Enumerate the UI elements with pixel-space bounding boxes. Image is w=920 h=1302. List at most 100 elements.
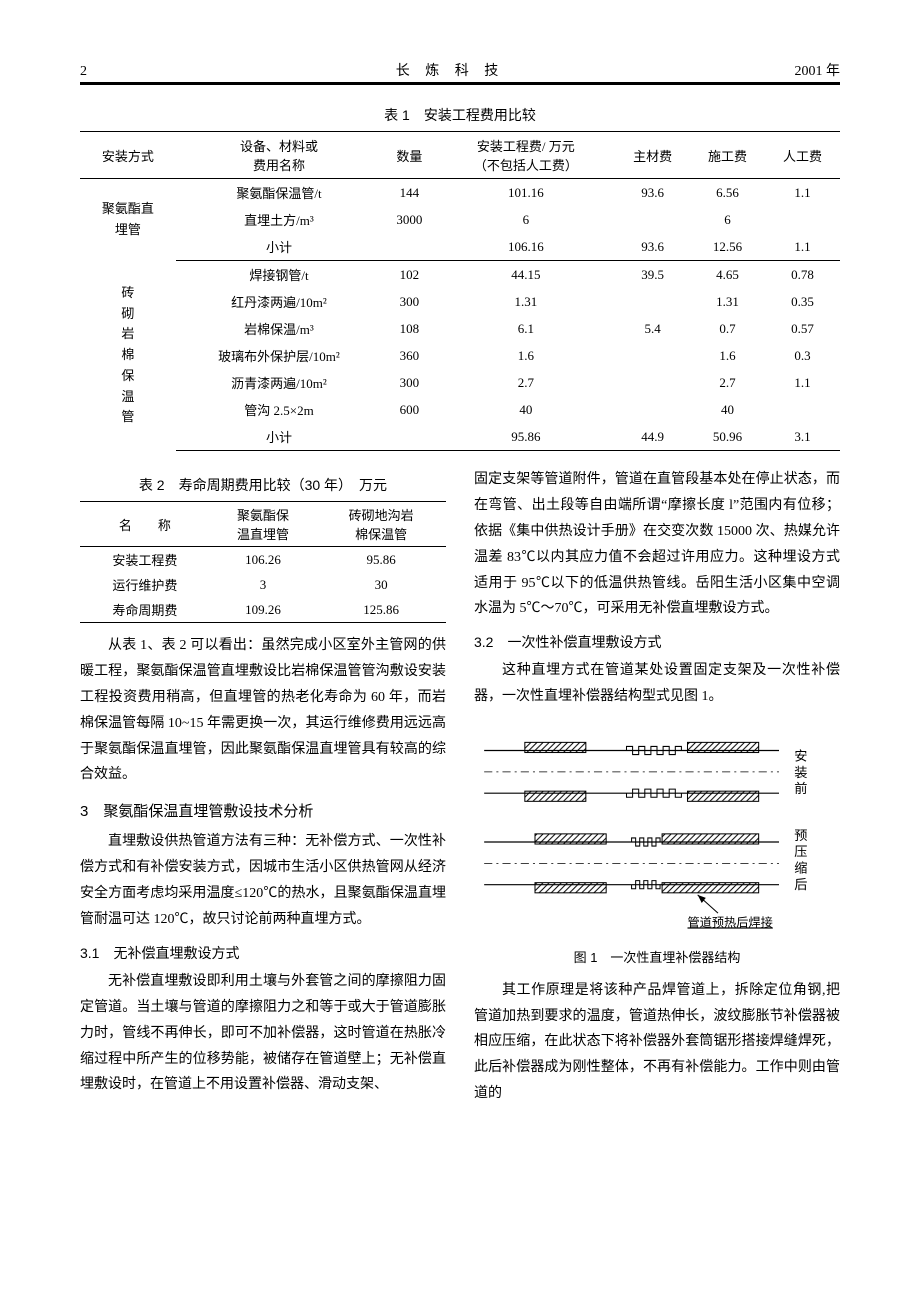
table-row: 岩棉保温/m³1086.15.40.70.57 <box>80 315 840 342</box>
table-cell: 1.6 <box>437 342 616 369</box>
two-column-body: 表 2 寿命周期费用比较（30 年） 万元 名 称 聚氨酯保 温直埋管 砖砌地沟… <box>80 467 840 1111</box>
table-cell: 0.7 <box>690 315 765 342</box>
table-cell: 0.78 <box>765 261 840 289</box>
table-row: 聚氨酯直 埋管聚氨酯保温管/t144101.1693.66.561.1 <box>80 179 840 207</box>
table-cell: 39.5 <box>615 261 690 289</box>
table-cell: 106.16 <box>437 233 616 261</box>
fig-label-after: 预 <box>794 828 807 843</box>
table-cell: 岩棉保温/m³ <box>176 315 383 342</box>
table-cell: 管沟 2.5×2m <box>176 396 383 423</box>
table-cell: 102 <box>382 261 436 289</box>
table-cell <box>382 233 436 261</box>
para-once-comp: 这种直埋方式在管道某处设置固定支架及一次性补偿器，一次性直埋补偿器结构型式见图 … <box>474 658 840 710</box>
table-cell <box>765 396 840 423</box>
table-cell: 玻璃布外保护层/10m² <box>176 342 383 369</box>
figure-1-caption: 图 1 一次性直埋补偿器结构 <box>474 947 840 966</box>
table1-col-worker: 人工费 <box>765 132 840 179</box>
table-row: 沥青漆两遍/10m²3002.72.71.1 <box>80 369 840 396</box>
para-no-compensation: 无补偿直埋敷设即利用土壤与外套管之间的摩擦阻力固定管道。当土壤与管道的摩擦阻力之… <box>80 969 446 1098</box>
table1-col-method: 安装方式 <box>80 132 176 179</box>
table-cell: 144 <box>382 179 436 207</box>
table-row: 玻璃布外保护层/10m²3601.61.60.3 <box>80 342 840 369</box>
page-number: 2 <box>80 64 140 80</box>
table-row: 运行维护费330 <box>80 572 446 597</box>
table-cell: 30 <box>316 572 446 597</box>
table-cell: 小计 <box>176 233 383 261</box>
table-cell: 12.56 <box>690 233 765 261</box>
table1-header-row: 安装方式 设备、材料或 费用名称 数量 安装工程费/ 万元 （不包括人工费） 主… <box>80 132 840 179</box>
table-cell: 0.3 <box>765 342 840 369</box>
table-cell: 寿命周期费 <box>80 597 210 623</box>
table-cell: 3000 <box>382 206 436 233</box>
left-column: 表 2 寿命周期费用比较（30 年） 万元 名 称 聚氨酯保 温直埋管 砖砌地沟… <box>80 467 446 1111</box>
table-cell <box>615 206 690 233</box>
table-cell: 360 <box>382 342 436 369</box>
table-cell: 44.9 <box>615 423 690 451</box>
right-column: 固定支架等管道附件，管道在直管段基本处在停止状态，而在弯管、出土段等自由端所谓“… <box>474 467 840 1111</box>
table-row: 小计106.1693.612.561.1 <box>80 233 840 261</box>
table-cell: 1.31 <box>690 288 765 315</box>
heading-3-1: 3.1 无补偿直埋敷设方式 <box>80 943 446 963</box>
table-cell: 50.96 <box>690 423 765 451</box>
table2-col-brick: 砖砌地沟岩 棉保温管 <box>316 502 446 547</box>
table-cell: 40 <box>690 396 765 423</box>
compensator-diagram-icon: 安 装 前 <box>474 720 840 934</box>
table-row: 管沟 2.5×2m6004040 <box>80 396 840 423</box>
table-cell: 安装工程费 <box>80 547 210 573</box>
table-cell: 3.1 <box>765 423 840 451</box>
para-principle: 其工作原理是将该种产品焊管道上，拆除定位角钢,把管道加热到要求的温度，管道热伸长… <box>474 978 840 1107</box>
table1-col-material: 主材费 <box>615 132 690 179</box>
table-row: 砖 砌 岩 棉 保 温 管焊接钢管/t10244.1539.54.650.78 <box>80 261 840 289</box>
svg-text:前: 前 <box>794 780 807 796</box>
table-row: 寿命周期费109.26125.86 <box>80 597 446 623</box>
table-cell <box>615 396 690 423</box>
table-cell: 1.1 <box>765 369 840 396</box>
table-cell: 101.16 <box>437 179 616 207</box>
table-row: 安装工程费106.2695.86 <box>80 547 446 573</box>
table-cell: 125.86 <box>316 597 446 623</box>
table-cell <box>615 288 690 315</box>
table-row: 直埋土方/m³300066 <box>80 206 840 233</box>
fig-label-before: 安 <box>794 749 807 764</box>
table-cell: 44.15 <box>437 261 616 289</box>
table-cell: 2.7 <box>690 369 765 396</box>
table-cell <box>615 369 690 396</box>
table-cell: 40 <box>437 396 616 423</box>
table-cell: 1.6 <box>690 342 765 369</box>
page: 2 长 炼 科 技 2001 年 表 1 安装工程费用比较 安装方式 设备、材料… <box>0 0 920 1151</box>
table1-col-item: 设备、材料或 费用名称 <box>176 132 383 179</box>
table-cell: 95.86 <box>437 423 616 451</box>
para-continuation: 固定支架等管道附件，管道在直管段基本处在停止状态，而在弯管、出土段等自由端所谓“… <box>474 467 840 622</box>
table-cell <box>382 423 436 451</box>
table-cell: 1.1 <box>765 233 840 261</box>
table-cell: 109.26 <box>210 597 317 623</box>
svg-text:缩: 缩 <box>794 861 807 876</box>
table-cell: 小计 <box>176 423 383 451</box>
table-cell: 0.57 <box>765 315 840 342</box>
table-cell: 焊接钢管/t <box>176 261 383 289</box>
table-cell: 6 <box>690 206 765 233</box>
table2: 名 称 聚氨酯保 温直埋管 砖砌地沟岩 棉保温管 安装工程费106.2695.8… <box>80 501 446 623</box>
table-cell: 106.26 <box>210 547 317 573</box>
table2-caption: 表 2 寿命周期费用比较（30 年） 万元 <box>80 475 446 495</box>
table1-caption: 表 1 安装工程费用比较 <box>80 105 840 125</box>
table-cell: 6.56 <box>690 179 765 207</box>
table1-col-qty: 数量 <box>382 132 436 179</box>
table-cell: 1.1 <box>765 179 840 207</box>
fig-note: 管道预热后焊接 <box>688 915 773 930</box>
svg-text:压: 压 <box>794 844 807 859</box>
para-analysis-1: 从表 1、表 2 可以看出：虽然完成小区室外主管网的供暖工程，聚氨酯保温管直埋敷… <box>80 633 446 788</box>
table-row: 红丹漆两遍/10m²3001.311.310.35 <box>80 288 840 315</box>
table2-col-pu: 聚氨酯保 温直埋管 <box>210 502 317 547</box>
table1-group-cell: 聚氨酯直 埋管 <box>80 179 176 261</box>
table-cell: 3 <box>210 572 317 597</box>
journal-title: 长 炼 科 技 <box>140 60 760 80</box>
para-methods: 直埋敷设供热管道方法有三种：无补偿方式、一次性补偿方式和有补偿安装方式，因城市生… <box>80 829 446 933</box>
table-cell: 95.86 <box>316 547 446 573</box>
table-cell: 聚氨酯保温管/t <box>176 179 383 207</box>
table-cell: 运行维护费 <box>80 572 210 597</box>
table-cell: 6.1 <box>437 315 616 342</box>
table-cell: 沥青漆两遍/10m² <box>176 369 383 396</box>
table1-col-install: 安装工程费/ 万元 （不包括人工费） <box>437 132 616 179</box>
table-cell: 300 <box>382 369 436 396</box>
